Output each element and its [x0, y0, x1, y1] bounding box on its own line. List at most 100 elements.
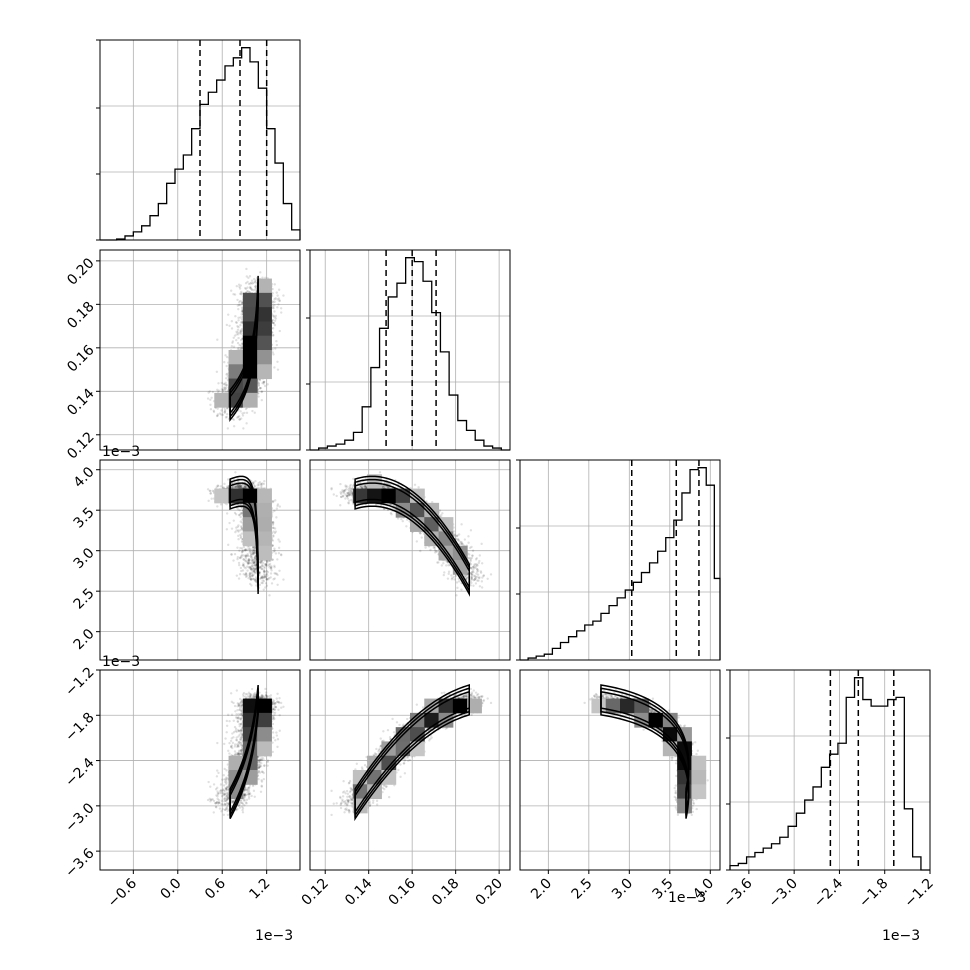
- sample-point: [264, 586, 267, 589]
- sample-point: [239, 546, 242, 550]
- density-cell: [257, 488, 272, 504]
- sample-point: [269, 567, 273, 570]
- sample-point: [243, 411, 246, 415]
- sample-point: [272, 526, 275, 530]
- sample-point: [237, 513, 241, 517]
- sample-point: [233, 511, 237, 515]
- sample-point: [247, 559, 250, 562]
- sample-point: [209, 398, 212, 401]
- sample-point: [247, 276, 250, 280]
- sample-point: [228, 521, 231, 525]
- sample-point: [216, 413, 219, 416]
- sample-point: [242, 427, 245, 430]
- sample-point: [250, 553, 253, 556]
- sample-point: [280, 553, 283, 557]
- sample-point: [240, 318, 244, 321]
- sample-point: [243, 559, 247, 562]
- sample-point: [272, 321, 276, 325]
- sample-point: [223, 408, 227, 411]
- sample-point: [230, 553, 234, 556]
- sample-point: [243, 486, 246, 489]
- sample-point: [240, 344, 243, 348]
- sample-point: [272, 321, 275, 325]
- sample-point: [265, 584, 269, 587]
- sample-point: [234, 485, 237, 488]
- sample-point: [237, 333, 240, 336]
- sample-point: [261, 576, 264, 579]
- sample-point: [263, 574, 267, 578]
- sample-point: [209, 489, 212, 493]
- sample-point: [252, 289, 256, 292]
- sample-point: [235, 529, 238, 532]
- sample-point: [216, 484, 219, 487]
- sample-point: [223, 360, 226, 364]
- sample-point: [232, 345, 236, 348]
- sample-point: [242, 562, 245, 565]
- sample-point: [261, 579, 264, 582]
- sample-point: [225, 373, 228, 376]
- sample-point: [262, 570, 266, 573]
- sample-point: [224, 387, 227, 391]
- sample-point: [450, 578, 454, 581]
- sample-point: [282, 294, 285, 297]
- sample-point: [262, 570, 266, 573]
- sample-point: [221, 389, 225, 392]
- sample-point: [253, 578, 256, 581]
- sample-point: [273, 304, 276, 307]
- sample-point: [261, 581, 264, 585]
- sample-point: [240, 532, 244, 535]
- sample-point: [248, 549, 252, 553]
- sample-point: [240, 547, 244, 550]
- sample-point: [207, 499, 210, 503]
- sample-point: [232, 559, 235, 562]
- sample-point: [249, 567, 253, 571]
- sample-point: [236, 556, 240, 559]
- sample-point: [251, 545, 255, 549]
- scatter-content: [206, 267, 285, 430]
- sample-point: [262, 380, 265, 384]
- sample-point: [241, 414, 245, 417]
- sample-point: [211, 390, 215, 394]
- sample-point: [259, 576, 263, 580]
- sample-point: [246, 562, 250, 566]
- sample-point: [264, 276, 267, 280]
- sample-point: [249, 567, 252, 570]
- sample-point: [238, 556, 242, 559]
- sample-point: [240, 321, 244, 324]
- sample-point: [247, 562, 250, 565]
- sample-point: [252, 548, 256, 551]
- sample-point: [253, 546, 256, 549]
- sample-point: [252, 569, 255, 572]
- sample-point: [260, 576, 263, 580]
- sample-point: [273, 565, 276, 569]
- sample-point: [253, 549, 256, 553]
- sample-point: [240, 485, 243, 488]
- sample-point: [263, 570, 266, 574]
- sample-point: [278, 569, 281, 572]
- sample-point: [244, 287, 248, 290]
- sample-point: [251, 577, 254, 580]
- sample-point: [252, 577, 255, 581]
- histogram-step-line: [729, 677, 930, 871]
- sample-point: [252, 551, 256, 554]
- sample-point: [240, 347, 243, 351]
- sample-point: [224, 416, 228, 419]
- sample-point: [270, 582, 274, 585]
- sample-point: [249, 565, 253, 569]
- sample-point: [242, 557, 245, 561]
- sample-point: [236, 546, 239, 549]
- histogram-panel-4: [726, 669, 931, 871]
- density-cell: [257, 545, 272, 561]
- sample-point: [236, 328, 240, 332]
- sample-point: [238, 343, 241, 347]
- sample-point: [207, 391, 210, 394]
- sample-point: [243, 480, 247, 484]
- sample-point: [244, 485, 248, 488]
- sample-point: [272, 534, 275, 537]
- sample-point: [250, 584, 253, 587]
- sample-point: [277, 288, 281, 291]
- density-cell: [242, 292, 258, 308]
- sample-point: [259, 386, 263, 390]
- sample-point: [254, 567, 258, 571]
- sample-point: [477, 579, 480, 582]
